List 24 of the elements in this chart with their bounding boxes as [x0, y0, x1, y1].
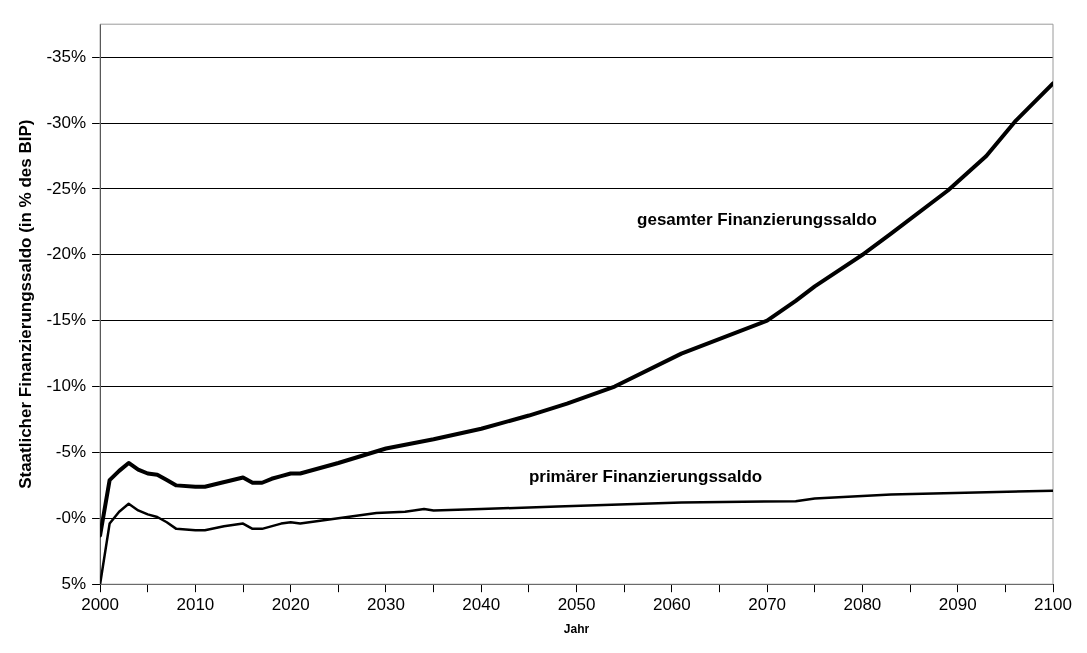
y-tick-label: 5% — [61, 573, 87, 593]
y-axis-title: Staatlicher Finanzierungssaldo (in % des BIP) — [15, 119, 35, 489]
x-tick-label: 2090 — [938, 595, 977, 615]
y-tick-label: -25% — [46, 178, 87, 198]
x-tick-label: 2000 — [81, 595, 119, 615]
y-tick-label: -10% — [46, 376, 87, 396]
x-tick-label: 2070 — [748, 595, 787, 615]
y-tick-label: -15% — [46, 310, 87, 330]
y-tick-label: -0% — [55, 508, 87, 528]
x-tick-label: 2010 — [176, 595, 215, 615]
x-tick-label: 2060 — [652, 595, 691, 615]
x-tick-label: 2050 — [557, 595, 596, 615]
x-tick-label: 2020 — [271, 595, 310, 615]
x-axis-title: Jahr — [563, 622, 590, 637]
series-label: primärer Finanzierungssaldo — [528, 467, 763, 487]
y-tick-label: -30% — [46, 112, 87, 132]
x-tick-label: 2030 — [367, 595, 405, 615]
x-tick-label: 2080 — [843, 595, 882, 615]
y-tick-label: -5% — [55, 442, 87, 462]
y-tick-label: -20% — [46, 244, 87, 264]
x-tick-label: 2100 — [1034, 595, 1072, 615]
series-label: gesamter Finanzierungssaldo — [637, 209, 877, 229]
y-tick-label: -35% — [46, 46, 87, 66]
x-tick-label: 2040 — [462, 595, 501, 615]
